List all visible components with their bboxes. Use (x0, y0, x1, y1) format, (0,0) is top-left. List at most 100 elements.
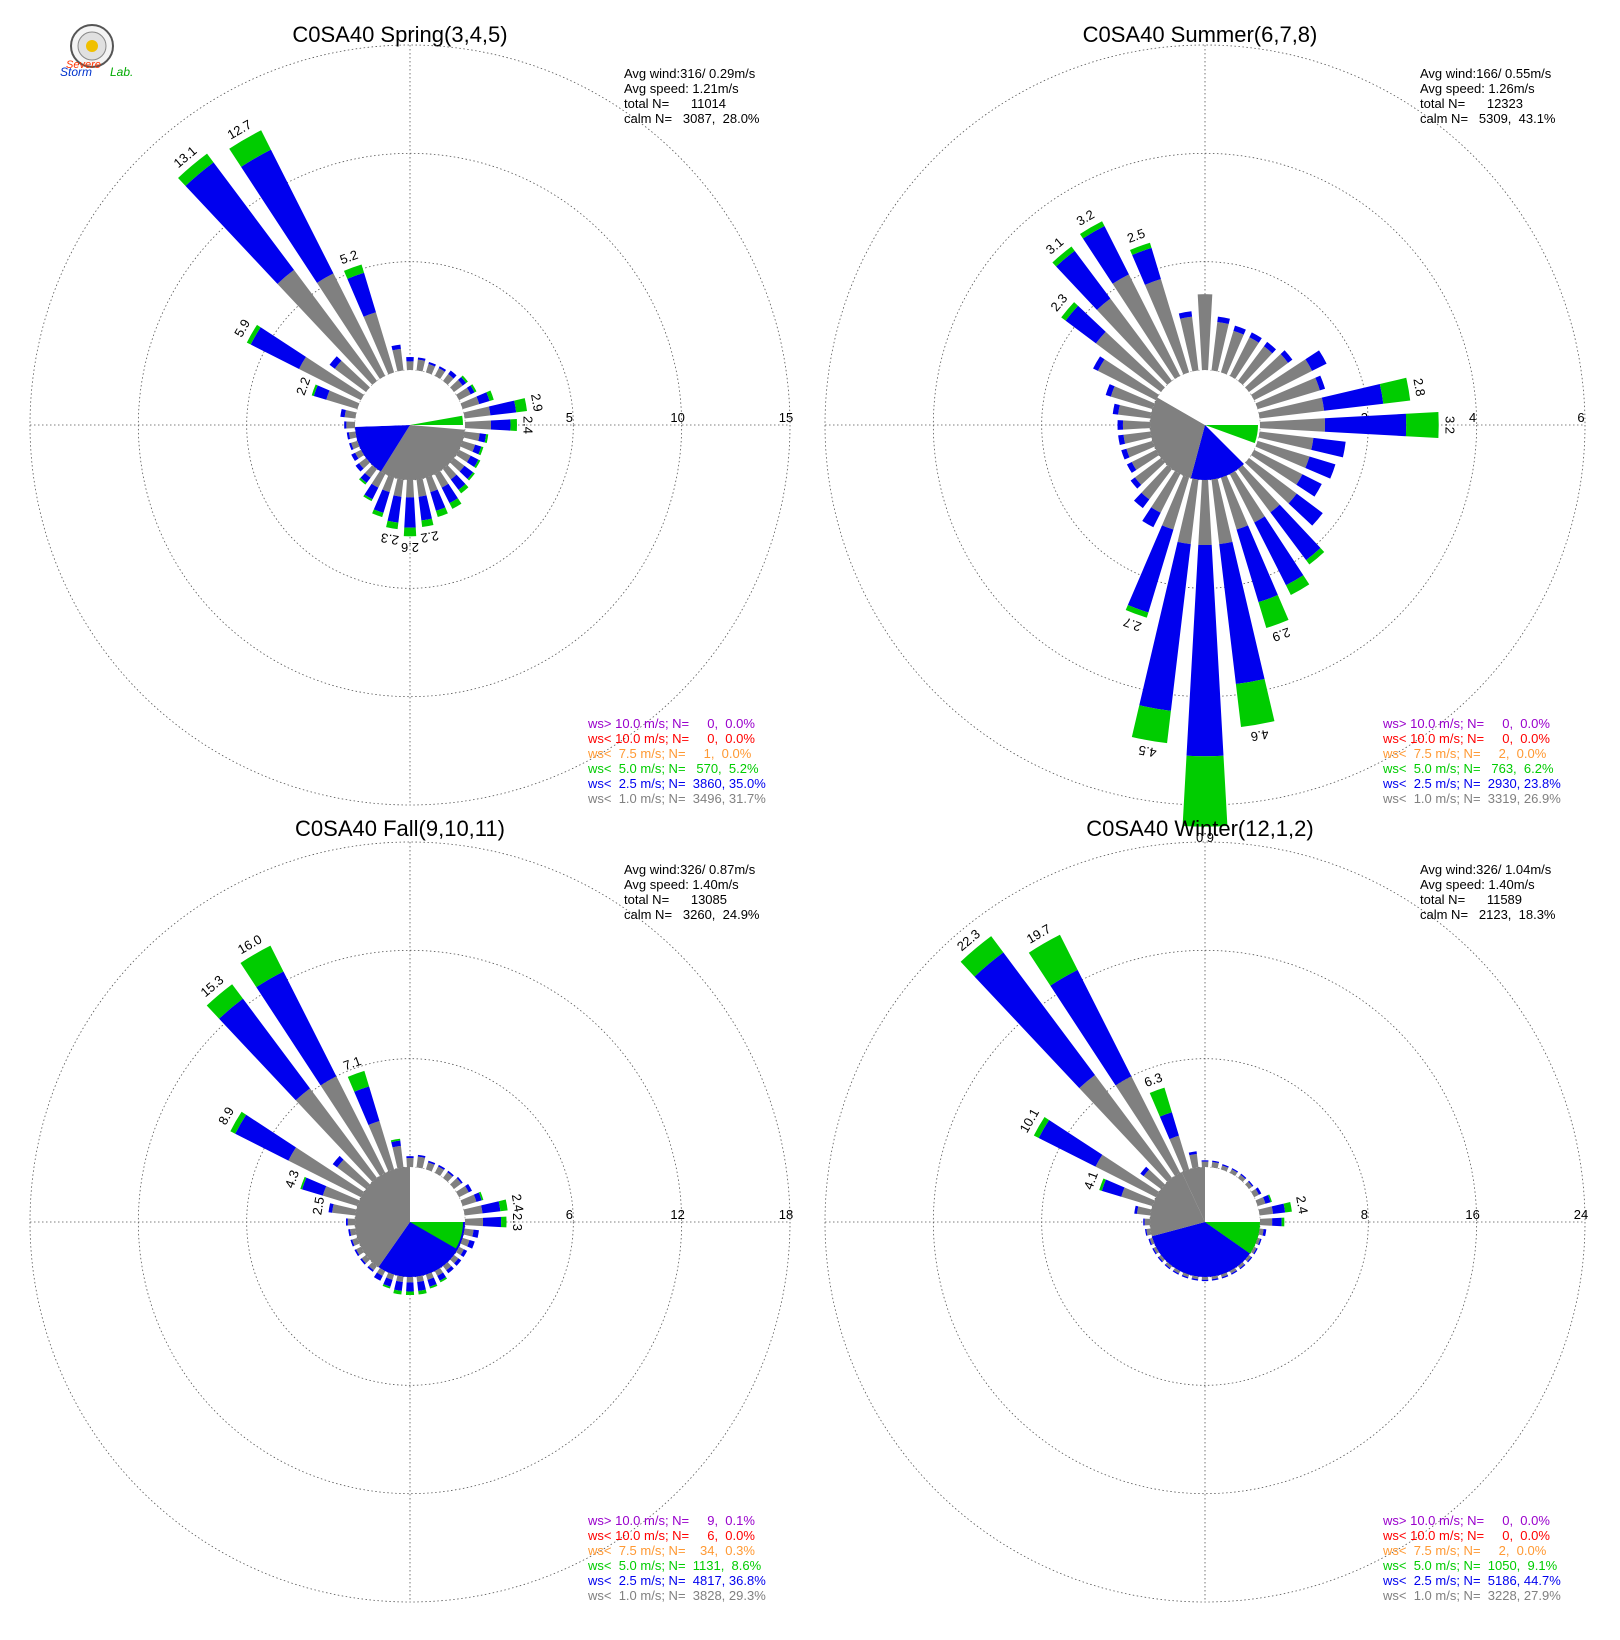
wind-bar-blue-segment (383, 1277, 393, 1287)
ring-tick-label: 10 (670, 410, 684, 425)
wind-bar-gray-segment (450, 1254, 459, 1264)
wind-bar-blue-segment (250, 327, 306, 369)
wind-bar-blue-segment (1255, 1187, 1262, 1195)
wind-bar-gray-segment (460, 1194, 477, 1207)
wind-bar-green-segment (458, 484, 469, 494)
bar-value-label: 2.4 (1293, 1195, 1311, 1215)
wind-bar-gray-segment (1134, 457, 1165, 485)
stat-line: total N= 11589 (1420, 892, 1522, 907)
wind-bar-blue-segment (1263, 341, 1277, 354)
legend-entry: ws< 2.5 m/s; N= 3860, 35.0% (587, 776, 766, 791)
wind-bar-gray-segment (1237, 1174, 1246, 1182)
wind-bar-blue-segment (360, 1258, 366, 1265)
bar-value-label: 4.1 (1081, 1169, 1101, 1191)
legend-entry: ws< 5.0 m/s; N= 763, 6.2% (1382, 761, 1554, 776)
ring-tick-label: 18 (779, 1207, 793, 1222)
wind-bar-blue-segment (473, 1192, 482, 1202)
legend-entry: ws< 2.5 m/s; N= 4817, 36.8% (587, 1573, 766, 1588)
wind-bar-gray-segment (456, 1246, 464, 1256)
wind-bar-blue-segment (332, 1155, 344, 1168)
wind-bar-blue-segment (472, 444, 482, 455)
wind-bar-gray-segment (364, 465, 378, 478)
calm-pie-green-slice (410, 415, 464, 425)
wind-bar-blue-segment (417, 1280, 426, 1291)
wind-bar-gray-segment (317, 273, 386, 379)
wind-bar-blue-segment (1143, 1218, 1145, 1226)
wind-bar-green-segment (386, 520, 399, 530)
wind-bar-blue-segment (348, 1229, 352, 1237)
wind-bar-green-segment (1099, 1178, 1106, 1191)
wind-bar-blue-segment (1321, 383, 1384, 411)
wind-bar-gray-segment (386, 1272, 395, 1280)
wind-bar-gray-segment (425, 475, 438, 493)
wind-bar-gray-segment (450, 1178, 462, 1190)
wind-bar-green-segment (1281, 1217, 1285, 1227)
wind-bar-green-segment (478, 446, 484, 456)
stat-line: Avg wind:326/ 0.87m/s (624, 862, 756, 877)
wind-bar-green-segment (484, 434, 489, 444)
wind-bar-blue-segment (482, 1216, 502, 1228)
wind-bar-gray-segment (1136, 1206, 1152, 1216)
wind-bar-blue-segment (467, 1239, 475, 1249)
wind-bar-blue-segment (1247, 1256, 1253, 1263)
wind-bar-gray-segment (376, 1268, 386, 1276)
wind-bar-green-segment (300, 1176, 307, 1190)
bar-value-label: 7.1 (341, 1053, 363, 1073)
wind-bar-green-segment (359, 477, 367, 485)
wind-bar-blue-segment (1271, 1203, 1286, 1214)
wind-bar-blue-segment (1101, 1179, 1125, 1197)
legend-entry: ws< 7.5 m/s; N= 2, 0.0% (1382, 746, 1547, 761)
wind-bar-gray-segment (1115, 1076, 1181, 1176)
wind-bar-green-segment (1258, 595, 1289, 629)
bar-value-label: 2.2 (420, 528, 440, 546)
wind-bar-blue-segment (1233, 325, 1246, 335)
wind-bar-gray-segment (1255, 1197, 1266, 1207)
stat-line: calm N= 5309, 43.1% (1420, 111, 1556, 126)
wind-bar-blue-segment (185, 162, 294, 284)
bar-value-label: 8.9 (215, 1104, 237, 1127)
bar-value-label: 3.2 (1442, 416, 1457, 434)
wind-bar-gray-segment (1118, 405, 1152, 419)
wind-bar-blue-segment (466, 455, 479, 467)
wind-bar-blue-segment (1121, 448, 1130, 460)
wind-bar-blue-segment (1253, 1248, 1258, 1255)
wind-bar-gray-segment (442, 1172, 453, 1182)
wind-bar-gray-segment (347, 1218, 356, 1226)
wind-bar-blue-segment (417, 357, 426, 361)
wind-bar-blue-segment (1157, 1256, 1163, 1263)
wind-bar-blue-segment (1263, 1194, 1271, 1204)
wind-bar-blue-segment (355, 463, 364, 472)
wind-bar-blue-segment (1082, 226, 1129, 284)
wind-bar-green-segment (178, 153, 214, 186)
wind-bar-blue-segment (430, 489, 446, 511)
wind-bar-gray-segment (352, 1237, 360, 1246)
wind-bar-gray-segment (425, 1162, 435, 1172)
wind-bar-gray-segment (1220, 1272, 1228, 1278)
wind-bar-gray-segment (1191, 1275, 1199, 1280)
wind-bar-gray-segment (1131, 449, 1159, 470)
legend-entry: ws< 7.5 m/s; N= 2, 0.0% (1382, 1543, 1547, 1558)
wind-bar-gray-segment (320, 1076, 386, 1176)
wind-bar-gray-segment (1229, 337, 1259, 379)
wind-bar-blue-segment (490, 419, 511, 431)
wind-bar-blue-segment (1248, 1180, 1254, 1187)
wind-bar-green-segment (240, 945, 284, 988)
wind-bar-gray-segment (1220, 475, 1249, 530)
wind-bar-gray-segment (1122, 420, 1151, 430)
calm-pie-slice (1150, 397, 1205, 479)
wind-bar-green-segment (439, 1277, 448, 1283)
wind-bar-blue-segment (456, 1176, 463, 1184)
wind-bar-gray-segment (456, 449, 471, 463)
wind-bar-green-segment (500, 1216, 507, 1228)
calm-pie-slice (1190, 425, 1244, 480)
wind-bar-gray-segment (392, 1145, 404, 1169)
wind-bar-green-segment (449, 498, 462, 509)
wind-bar-gray-segment (1258, 1206, 1274, 1216)
wind-bar-gray-segment (1237, 1262, 1245, 1269)
wind-bar-green-segment (1052, 246, 1075, 267)
wind-bar-gray-segment (460, 396, 480, 410)
wind-bar-green-segment (372, 509, 384, 518)
wind-bar-blue-segment (344, 421, 347, 429)
wind-bar-blue-segment (406, 357, 414, 362)
wind-bar-gray-segment (1097, 359, 1159, 401)
